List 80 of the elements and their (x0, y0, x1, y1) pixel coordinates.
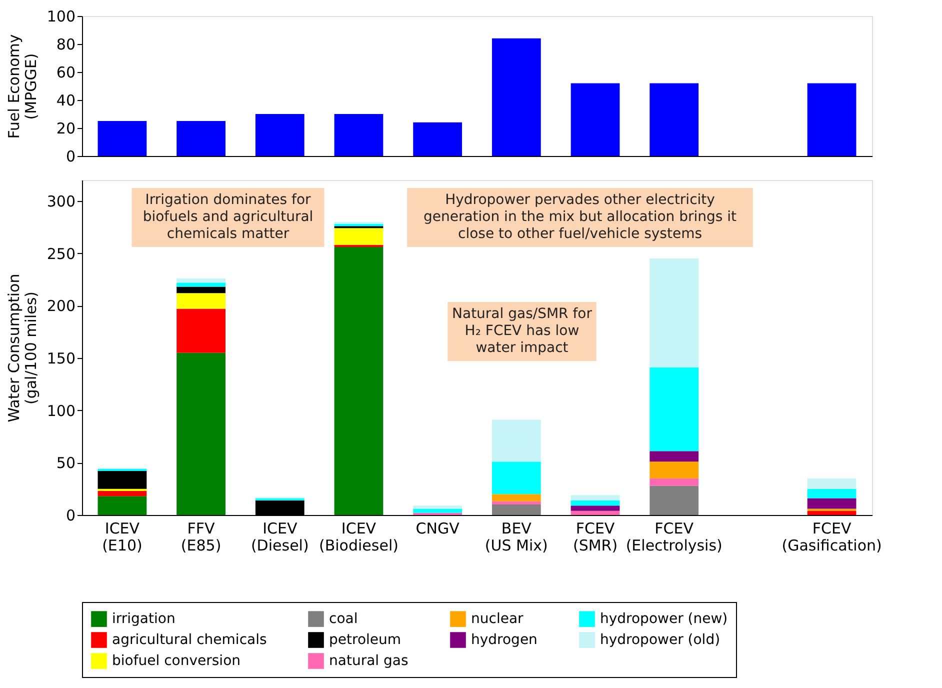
y-tick-label: 100 (46, 402, 76, 420)
legend-label: hydropower (new) (600, 611, 728, 628)
bar (176, 308, 226, 353)
legend-label: hydrogen (471, 632, 538, 648)
bar (98, 471, 147, 489)
bar (492, 501, 541, 505)
bar (570, 506, 620, 511)
x-tick-label: BEV (US Mix) (484, 520, 548, 554)
y-tick-label: 250 (46, 244, 76, 263)
bar (650, 83, 699, 156)
y-tick-label: 0 (66, 148, 76, 166)
bar (492, 494, 541, 502)
bar (176, 278, 226, 283)
x-tick-label: ICEV (E10) (102, 520, 142, 554)
bar (255, 114, 304, 156)
y-tick-label: 20 (56, 120, 76, 138)
bar (807, 83, 856, 156)
bar (570, 495, 620, 500)
bar (650, 462, 699, 478)
x-tick-label: ICEV (Diesel) (250, 520, 309, 554)
annotation: Irrigation dominates for biofuels and agricultural chemicals matter (142, 192, 314, 242)
legend-label: hydropower (old) (600, 632, 720, 648)
legend-label: natural gas (329, 653, 408, 669)
bar (98, 496, 147, 515)
bar (492, 504, 541, 515)
annotation: Hydropower pervades other electricity generation in the mix but allocation brings it close to other fuel/vehicle systems (423, 192, 738, 242)
y-tick-label: 300 (46, 192, 76, 210)
y-axis-title: Fuel Economy (MPGGE) (4, 34, 40, 139)
bar (334, 228, 384, 245)
bar (650, 478, 699, 486)
y-tick-label: 100 (46, 8, 76, 26)
bar (413, 508, 462, 513)
y-axis-title: Water Consumption (gal/100 miles) (4, 274, 40, 422)
bar (413, 506, 462, 509)
bar (176, 352, 226, 515)
legend-label: irrigation (112, 611, 176, 628)
bar (176, 286, 226, 294)
x-tick-label: FCEV (SMR) (572, 520, 618, 554)
bar (807, 510, 856, 515)
legend-label: petroleum (329, 632, 402, 648)
bar (176, 293, 226, 309)
x-tick-label: CNGV (416, 520, 460, 538)
y-tick-label: 0 (66, 506, 76, 524)
legend-label: biofuel conversion (112, 653, 241, 669)
annotation: Natural gas/SMR for H₂ FCEV has low water impact (452, 306, 592, 356)
bar (807, 478, 856, 489)
bar (98, 121, 147, 156)
bar (413, 122, 462, 156)
bar (98, 490, 147, 496)
legend-label: coal (329, 611, 358, 628)
bar (334, 224, 384, 226)
bar (176, 282, 226, 287)
y-tick-label: 80 (56, 36, 76, 54)
bar (176, 121, 226, 156)
y-tick-label: 60 (56, 64, 76, 82)
y-tick-label: 200 (46, 297, 76, 316)
bar (570, 83, 620, 156)
bar (807, 488, 856, 498)
bar (334, 114, 384, 156)
legend-label: agricultural chemicals (112, 632, 267, 648)
bar (650, 486, 699, 515)
x-tick-label: FCEV (Gasification) (782, 520, 882, 554)
bar (492, 420, 541, 462)
bar (98, 468, 147, 472)
y-tick-label: 150 (46, 349, 76, 368)
bar (650, 258, 699, 368)
bar (570, 500, 620, 506)
legend-label: nuclear (471, 611, 524, 628)
bar (492, 38, 541, 156)
bar (492, 462, 541, 494)
x-tick-label: ICEV (Biodiesel) (319, 520, 398, 554)
y-tick-label: 50 (56, 454, 76, 472)
x-tick-label: FCEV (Electrolysis) (626, 520, 722, 554)
x-tick-label: FFV (E85) (180, 520, 222, 554)
bar (334, 247, 384, 515)
bar (807, 498, 856, 509)
bar (650, 367, 699, 452)
y-tick-label: 40 (56, 92, 76, 110)
bar (570, 510, 620, 515)
bar (650, 451, 699, 462)
